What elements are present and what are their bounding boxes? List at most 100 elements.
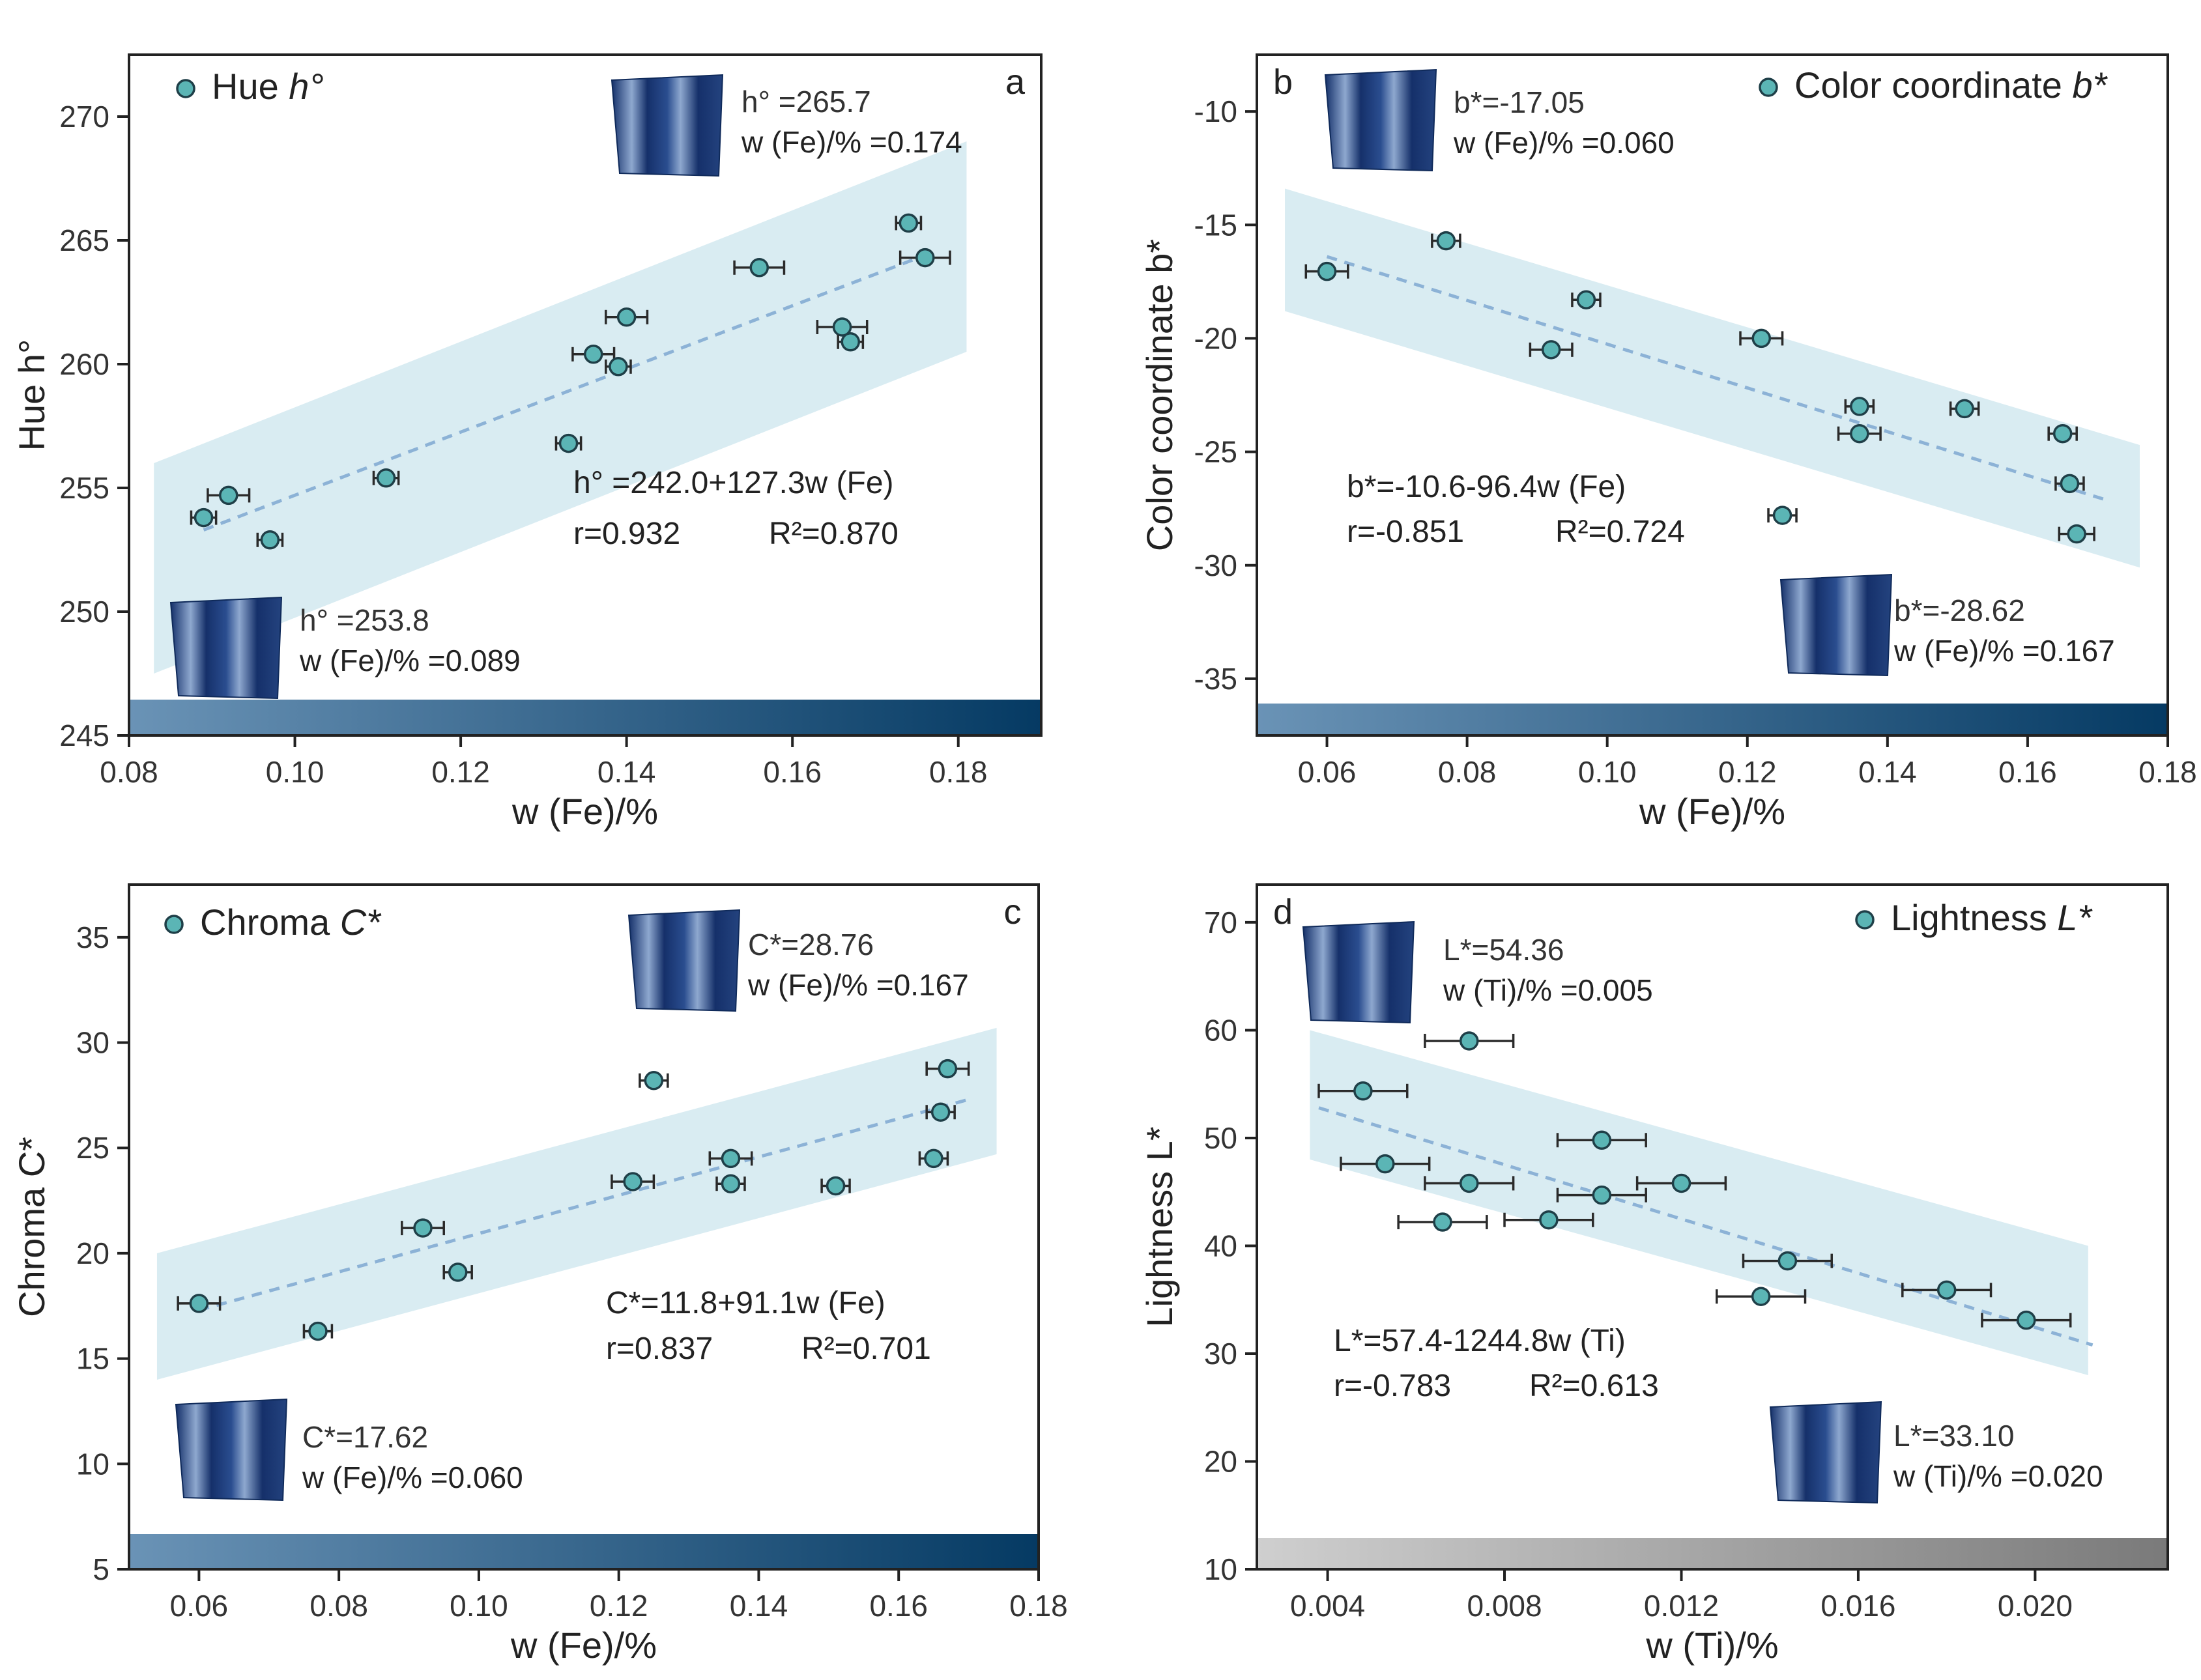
x-tick-label: 0.14 (1858, 755, 1917, 789)
data-point (837, 332, 865, 352)
data-marker (1955, 399, 1974, 419)
y-tick-label: -25 (1194, 435, 1237, 469)
legend: Chroma C* (164, 902, 382, 943)
x-tick-label: 0.12 (590, 1589, 648, 1623)
specimen-image (1779, 573, 1893, 677)
data-point (256, 530, 284, 550)
data-marker (616, 307, 637, 327)
specimen-sample: C*=17.62 w (Fe)/% =0.060 (175, 1398, 523, 1502)
plot-frame (128, 883, 1040, 1571)
specimen-value: C*=17.62 (302, 1420, 428, 1454)
data-point (2047, 423, 2078, 444)
data-marker (1539, 1210, 1559, 1230)
panel-label: d (1273, 892, 1293, 932)
data-point (1844, 397, 1875, 416)
specimen-sample: h° =265.7 w (Fe)/% =0.174 (611, 74, 962, 177)
data-marker (308, 1321, 328, 1341)
y-tick-label: 40 (1204, 1229, 1237, 1262)
x-tick-label: 0.08 (309, 1589, 368, 1623)
y-tick-label: 15 (76, 1342, 109, 1376)
specimen-image (1769, 1401, 1882, 1504)
specimen-image (611, 74, 724, 177)
x-tick-label: 0.18 (1009, 1589, 1068, 1623)
data-point (1837, 423, 1882, 444)
data-marker (1772, 505, 1792, 525)
y-tick-label: 260 (59, 347, 109, 381)
data-marker (841, 332, 861, 352)
data-marker (1353, 1081, 1373, 1101)
regression-equation: C*=11.8+91.1w (Fe) (606, 1286, 885, 1320)
x-tick-label: 0.10 (1578, 755, 1637, 789)
data-marker (1751, 328, 1772, 349)
data-marker (1576, 290, 1596, 309)
specimen-composition: w (Fe)/% =0.089 (299, 644, 521, 677)
y-tick-label: 20 (1204, 1444, 1237, 1478)
legend-marker (164, 915, 184, 934)
data-point (571, 345, 616, 364)
data-point (1304, 261, 1349, 281)
specimen-sample: L*=33.10 w (Ti)/% =0.020 (1769, 1401, 2103, 1504)
data-marker (721, 1174, 741, 1193)
confidence-band (1310, 1030, 2088, 1376)
data-point (442, 1262, 473, 1282)
y-tick-label: 20 (76, 1236, 109, 1270)
fit-line (1326, 255, 2105, 502)
regression-annotation: L*=57.4-1244.8w (Ti) r=-0.783 R²=0.613 (1334, 1324, 1659, 1403)
data-point (733, 258, 786, 278)
data-marker (1592, 1130, 1612, 1150)
y-tick-label: 30 (1204, 1337, 1237, 1371)
data-marker (915, 248, 935, 268)
y-tick-label: -30 (1194, 548, 1237, 582)
color-scale-bar (129, 1534, 1039, 1569)
legend-marker (176, 79, 195, 98)
legend-label: Chroma C* (200, 902, 382, 943)
data-marker (924, 1148, 943, 1169)
data-point (925, 1059, 970, 1079)
specimen-composition: w (Ti)/% =0.005 (1443, 973, 1653, 1007)
data-point (918, 1148, 949, 1169)
y-tick-label: -10 (1194, 94, 1237, 128)
specimen-image (1324, 68, 1437, 172)
data-marker (899, 213, 919, 233)
confidence-band (154, 141, 967, 674)
x-tick-label: 0.06 (170, 1589, 229, 1623)
specimen-image (175, 1398, 288, 1502)
x-tick-label: 0.08 (100, 755, 158, 789)
y-axis-label: Color coordinate b* (1139, 239, 1180, 551)
data-point (1716, 1287, 1807, 1307)
data-marker (826, 1176, 846, 1196)
data-point (639, 1070, 669, 1090)
y-tick-label: 25 (76, 1131, 109, 1165)
panel-b: 0.06 0.08 0.10 0.12 0.14 0.16 0.18 -35 -30 -25 -20… (1139, 53, 2197, 832)
y-tick-label: 270 (59, 100, 109, 134)
y-tick-label: 10 (1204, 1552, 1237, 1586)
data-point (190, 507, 218, 528)
data-point (2054, 474, 2085, 494)
data-marker (2052, 423, 2073, 444)
data-marker (1671, 1173, 1691, 1193)
data-marker (448, 1262, 468, 1282)
data-point (820, 1176, 851, 1196)
coefficient-r2: R²=0.613 (1529, 1369, 1659, 1403)
x-axis-label: w (Ti)/% (1645, 1625, 1778, 1666)
specimen-sample: h° =253.8 w (Fe)/% =0.089 (169, 596, 521, 700)
data-point (1556, 1185, 1647, 1205)
x-tick-label: 0.16 (763, 755, 822, 789)
coefficient-r2: R²=0.870 (769, 517, 899, 551)
y-tick-label: -20 (1194, 321, 1237, 355)
color-scale-bar (1257, 704, 2168, 735)
data-point (605, 307, 649, 327)
color-scale-bar (129, 700, 1041, 735)
data-marker (1459, 1031, 1479, 1051)
data-point (1503, 1210, 1594, 1230)
x-axis-label: w (Fe)/% (510, 1625, 657, 1666)
y-tick-label: 10 (76, 1447, 109, 1481)
data-marker (376, 468, 396, 488)
data-marker (1777, 1251, 1798, 1271)
data-marker (189, 1294, 209, 1313)
x-tick-label: 0.18 (2138, 755, 2197, 789)
panel-label: b (1273, 63, 1293, 102)
legend: Color coordinate b* (1759, 64, 2108, 106)
data-point (1397, 1212, 1488, 1232)
